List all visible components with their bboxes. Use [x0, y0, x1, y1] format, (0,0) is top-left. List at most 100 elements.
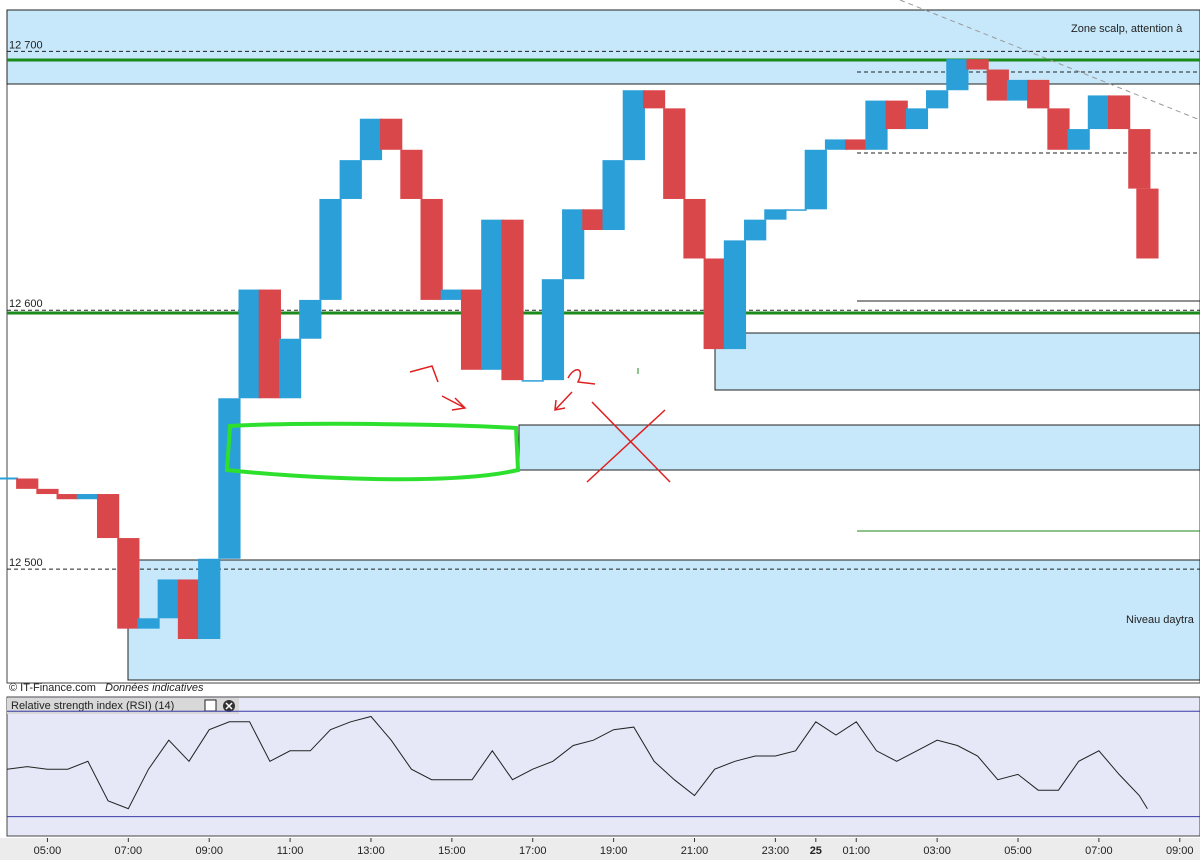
- hand-drawn-cross: [586, 401, 671, 483]
- x-tick-label: 15:00: [438, 845, 466, 857]
- candle: [56, 494, 79, 500]
- candle: [420, 198, 443, 300]
- source: © IT-Finance.com: [9, 682, 96, 694]
- annotation: Niveau daytra: [1126, 614, 1195, 626]
- candle: [885, 100, 908, 130]
- candle: [926, 90, 949, 109]
- candle: [986, 69, 1009, 101]
- annotation: Zone scalp, attention à: [1071, 23, 1183, 35]
- candle: [541, 279, 565, 381]
- candle: [521, 380, 544, 382]
- candle: [1006, 79, 1030, 101]
- candle: [804, 149, 827, 210]
- candle: [117, 538, 140, 629]
- x-tick-label: 05:00: [1004, 845, 1032, 857]
- candle: [400, 149, 423, 199]
- candles: [0, 59, 1159, 639]
- y-tick-label: 12 700: [9, 39, 43, 51]
- candle: [663, 108, 686, 199]
- x-tick-label: 01:00: [842, 845, 870, 857]
- rsi: [6, 710, 1200, 818]
- candle: [36, 488, 59, 495]
- candle: [905, 108, 929, 130]
- candle: [683, 198, 706, 259]
- candle: [582, 209, 605, 231]
- candle: [258, 289, 281, 399]
- candle: [177, 579, 201, 639]
- candle: [562, 209, 585, 280]
- y-tick-label: 12 500: [9, 557, 43, 569]
- candle: [845, 139, 868, 150]
- candle: [946, 59, 969, 91]
- x-tick-label: 05:00: [34, 845, 62, 857]
- candle: [1128, 129, 1151, 189]
- zone-box: [6, 9, 1200, 85]
- candle: [440, 289, 463, 300]
- time-axis: [0, 838, 1200, 860]
- source-note: Données indicatives: [105, 682, 204, 694]
- window-icon[interactable]: [204, 699, 217, 712]
- candle: [238, 289, 261, 399]
- x-tick-label: 17:00: [519, 845, 547, 857]
- candle: [96, 494, 120, 539]
- candle: [764, 209, 787, 220]
- rsi-title: Relative strength index (RSI) (14): [11, 700, 174, 712]
- candle: [319, 198, 342, 300]
- candle: [1136, 188, 1159, 259]
- x-tick-label: 23:00: [762, 845, 790, 857]
- candle: [198, 558, 221, 639]
- x-tick-label: 11:00: [277, 845, 304, 857]
- hand-drawn-arrow: [409, 365, 467, 411]
- hand-drawn-box: [224, 421, 521, 482]
- rsi-header: [7, 698, 239, 714]
- candle: [966, 59, 989, 70]
- x-tick-label: 03:00: [923, 845, 951, 857]
- x-tick-label: 19:00: [600, 845, 628, 857]
- candle: [501, 219, 524, 381]
- rsi-panel: [6, 696, 1200, 837]
- candle: [602, 160, 625, 231]
- candle: [744, 219, 767, 241]
- rsi-line: [6, 715, 1148, 810]
- x-tick-label: 25: [810, 845, 822, 857]
- candle: [339, 160, 362, 199]
- zone-box: [714, 332, 1200, 391]
- zone-box: [127, 559, 1200, 681]
- candle: [1087, 95, 1111, 130]
- candle: [1067, 129, 1090, 150]
- candle: [299, 299, 322, 339]
- candle: [278, 338, 302, 399]
- candle: [703, 258, 726, 350]
- candle: [359, 118, 383, 161]
- x-tick-label: 13:00: [357, 845, 385, 857]
- candle: [218, 398, 241, 559]
- candle: [157, 579, 180, 619]
- candle: [16, 478, 39, 489]
- candle: [481, 219, 504, 370]
- close-icon-cross: [225, 702, 233, 710]
- candle: [460, 289, 484, 370]
- x-tick-label: 09:00: [1166, 845, 1194, 857]
- candle: [865, 100, 888, 150]
- candle: [1107, 95, 1131, 130]
- x-tick-label: 07:00: [115, 845, 143, 857]
- x-axis: 05:00 07:00 09:00 11:00 13:00 15:00 17:00 19:00…: [34, 838, 1194, 857]
- candle: [723, 240, 747, 350]
- candle: [76, 494, 100, 500]
- x-tick-label: 07:00: [1085, 845, 1113, 857]
- candle: [784, 209, 807, 211]
- candle: [642, 90, 666, 109]
- x-tick-label: 09:00: [195, 845, 223, 857]
- y-tick-label: 12 600: [9, 298, 43, 310]
- candle: [1027, 79, 1050, 109]
- candle: [824, 139, 848, 150]
- candle: [1047, 108, 1070, 150]
- candle: [137, 618, 160, 629]
- candle: [380, 118, 403, 150]
- hand-drawn-arrow: [554, 369, 596, 411]
- candle: [622, 90, 645, 161]
- zone-box: [518, 424, 1200, 471]
- x-tick-label: 21:00: [681, 845, 709, 857]
